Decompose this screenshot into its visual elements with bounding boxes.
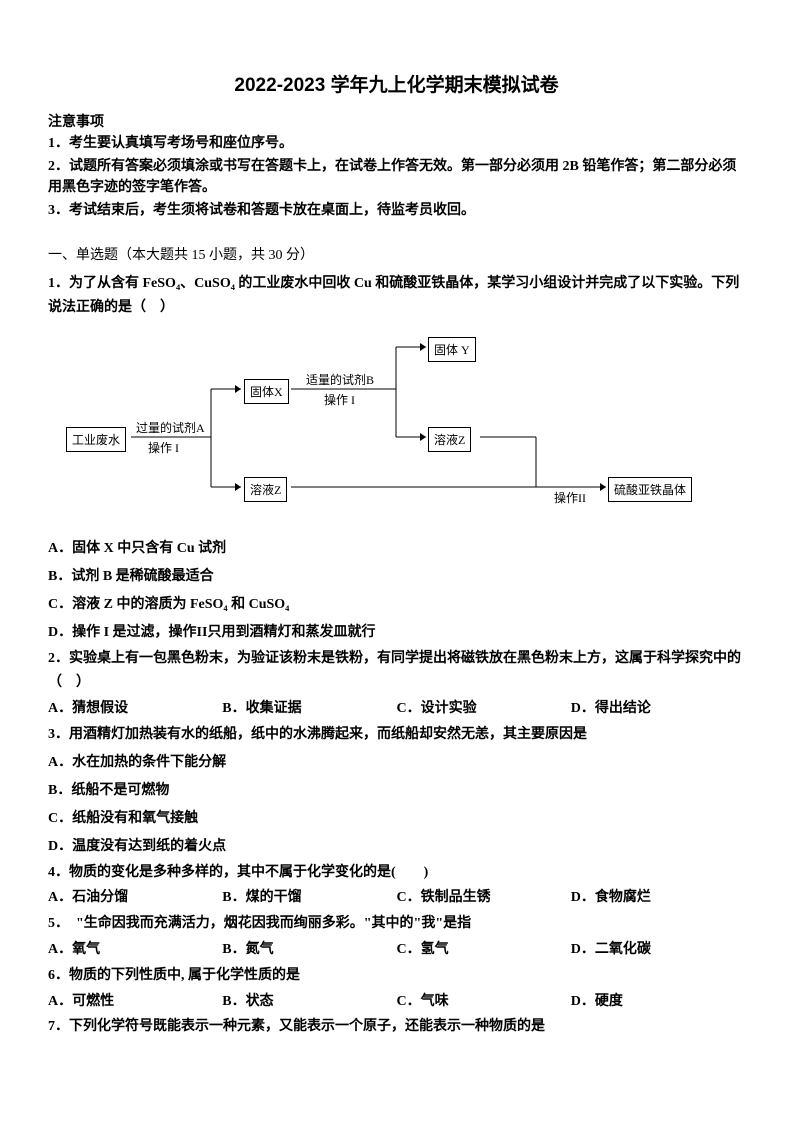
label-reagentB: 适量的试剂B bbox=[306, 371, 374, 388]
notice-item-1: 1．考生要认真填写考场号和座位序号。 bbox=[48, 133, 745, 155]
q6-options: A．可燃性 B．状态 C．气味 D．硬度 bbox=[48, 990, 745, 1014]
label-op2: 操作II bbox=[554, 489, 586, 506]
q4-options: A．石油分馏 B．煤的干馏 C．铁制品生锈 D．食物腐烂 bbox=[48, 886, 745, 910]
q5-optD: D．二氧化碳 bbox=[571, 938, 745, 962]
label-op1a: 操作 I bbox=[148, 439, 179, 456]
q4-optD: D．食物腐烂 bbox=[571, 886, 745, 910]
q5-stem: 5． "生命因我而充满活力，烟花因我而绚丽多彩。"其中的"我"是指 bbox=[48, 912, 745, 936]
q5-optA: A．氧气 bbox=[48, 938, 222, 962]
q6-optA: A．可燃性 bbox=[48, 990, 222, 1014]
q2-optB: B．收集证据 bbox=[222, 697, 396, 721]
q1-optA: A．固体 X 中只含有 Cu 试剂 bbox=[48, 535, 745, 563]
exam-title: 2022-2023 学年九上化学期末模拟试卷 bbox=[48, 70, 745, 97]
node-waste: 工业废水 bbox=[66, 427, 126, 452]
q6-optC: C．气味 bbox=[397, 990, 571, 1014]
label-reagentA: 过量的试剂A bbox=[136, 419, 205, 436]
q2-options: A．猜想假设 B．收集证据 C．设计实验 D．得出结论 bbox=[48, 697, 745, 721]
q2-optA: A．猜想假设 bbox=[48, 697, 222, 721]
node-solidX: 固体X bbox=[244, 379, 289, 404]
notice-item-2: 2．试题所有答案必须填涂或书写在答题卡上，在试卷上作答无效。第一部分必须用 2B… bbox=[48, 156, 745, 199]
q4-optC: C．铁制品生锈 bbox=[397, 886, 571, 910]
q1-flowchart: 工业废水 固体X 溶液Z 固体 Y 溶液Z 硫酸亚铁晶体 过量的试剂A 操作 I… bbox=[66, 327, 706, 517]
q3-optD: D．温度没有达到纸的着火点 bbox=[48, 833, 745, 861]
q6-optD: D．硬度 bbox=[571, 990, 745, 1014]
q1-optC: C．溶液 Z 中的溶质为 FeSO₄ 和 CuSO₄ bbox=[48, 591, 745, 619]
q3-optC: C．纸船没有和氧气接触 bbox=[48, 805, 745, 833]
q4-optB: B．煤的干馏 bbox=[222, 886, 396, 910]
node-solZ2: 溶液Z bbox=[428, 427, 471, 452]
page: 2022-2023 学年九上化学期末模拟试卷 注意事项 1．考生要认真填写考场号… bbox=[0, 0, 793, 1081]
q1-stem: 1．为了从含有 FeSO₄、CuSO₄ 的工业废水中回收 Cu 和硫酸亚铁晶体，… bbox=[48, 272, 745, 320]
label-op1b: 操作 I bbox=[324, 391, 355, 408]
q6-optB: B．状态 bbox=[222, 990, 396, 1014]
node-solZ1: 溶液Z bbox=[244, 477, 287, 502]
node-solidY: 固体 Y bbox=[428, 337, 476, 362]
q5-options: A．氧气 B．氮气 C．氢气 D．二氧化碳 bbox=[48, 938, 745, 962]
q7-stem: 7．下列化学符号既能表示一种元素，又能表示一个原子，还能表示一种物质的是 bbox=[48, 1015, 745, 1039]
q4-optA: A．石油分馏 bbox=[48, 886, 222, 910]
q1-optD: D．操作 I 是过滤，操作II只用到酒精灯和蒸发皿就行 bbox=[48, 619, 745, 647]
q1-optB: B．试剂 B 是稀硫酸最适合 bbox=[48, 563, 745, 591]
q6-stem: 6．物质的下列性质中, 属于化学性质的是 bbox=[48, 964, 745, 988]
section-1-heading: 一、单选题（本大题共 15 小题，共 30 分） bbox=[48, 244, 745, 264]
node-crystal: 硫酸亚铁晶体 bbox=[608, 477, 692, 502]
notice-heading: 注意事项 bbox=[48, 111, 745, 131]
q2-optC: C．设计实验 bbox=[397, 697, 571, 721]
q3-optB: B．纸船不是可燃物 bbox=[48, 777, 745, 805]
q4-stem: 4．物质的变化是多种多样的，其中不属于化学变化的是( ) bbox=[48, 861, 745, 885]
q3-stem: 3．用酒精灯加热装有水的纸船，纸中的水沸腾起来，而纸船却安然无恙，其主要原因是 bbox=[48, 723, 745, 747]
q2-stem: 2．实验桌上有一包黑色粉末，为验证该粉末是铁粉，有同学提出将磁铁放在黑色粉末上方… bbox=[48, 647, 745, 695]
q3-optA: A．水在加热的条件下能分解 bbox=[48, 749, 745, 777]
q5-optB: B．氮气 bbox=[222, 938, 396, 962]
q5-optC: C．氢气 bbox=[397, 938, 571, 962]
q2-optD: D．得出结论 bbox=[571, 697, 745, 721]
notice-item-3: 3．考试结束后，考生须将试卷和答题卡放在桌面上，待监考员收回。 bbox=[48, 200, 745, 222]
